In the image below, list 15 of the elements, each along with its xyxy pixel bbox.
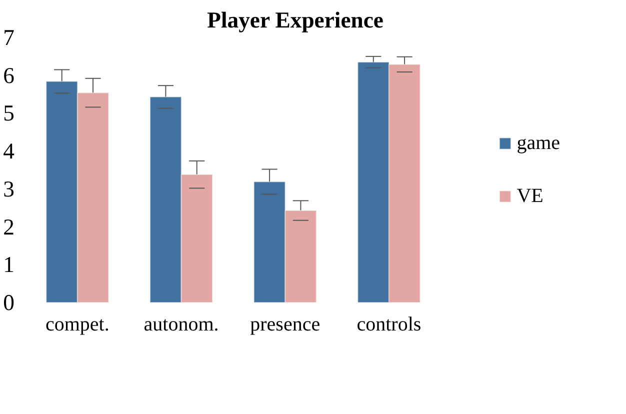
x-tick-label: presence	[250, 314, 320, 336]
legend-label: game	[516, 132, 560, 154]
y-tick-label: 2	[3, 214, 14, 240]
y-tick-label: 5	[3, 100, 14, 126]
x-tick-label: controls	[356, 314, 422, 336]
y-tick-label: 3	[3, 176, 14, 202]
y-tick-label: 0	[3, 290, 14, 315]
x-tick-label: compet.	[45, 314, 110, 336]
chart-title: Player Experience	[207, 8, 384, 32]
y-tick-label: 1	[3, 252, 14, 278]
legend-label: VE	[516, 184, 544, 208]
y-tick-label: 7	[3, 25, 14, 50]
y-tick-label: 6	[3, 62, 14, 88]
x-tick-label: autonom.	[144, 314, 219, 336]
y-tick-label: 4	[3, 138, 14, 164]
